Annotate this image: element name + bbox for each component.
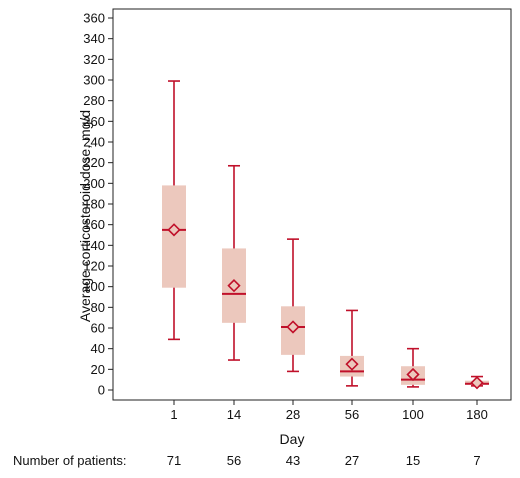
patients-row-label: Number of patients: [13, 453, 126, 468]
box-100 [401, 347, 425, 388]
x-tick-label: 100 [402, 407, 424, 422]
y-tick-label: 60 [91, 321, 105, 336]
y-tick-label: 20 [91, 362, 105, 377]
mean-marker [227, 279, 241, 293]
y-tick-label: 320 [83, 52, 105, 67]
patients-count: 27 [345, 453, 359, 468]
y-tick-label: 0 [98, 383, 105, 398]
y-tick-label: 220 [83, 155, 105, 170]
y-tick-label: 300 [83, 73, 105, 88]
y-tick-label: 160 [83, 217, 105, 232]
box-14 [222, 164, 246, 361]
y-tick-label: 240 [83, 135, 105, 150]
patients-count: 7 [473, 453, 480, 468]
y-tick-label: 280 [83, 93, 105, 108]
y-tick-label: 180 [83, 197, 105, 212]
x-tick-label: 28 [286, 407, 300, 422]
mean-marker [286, 320, 300, 334]
y-tick-label: 100 [83, 279, 105, 294]
x-tick-label: 56 [345, 407, 359, 422]
mean-marker [406, 367, 420, 382]
box-series [162, 80, 489, 390]
x-tick-label: 1 [170, 407, 177, 422]
mean-marker [345, 357, 359, 371]
y-tick-label: 140 [83, 238, 105, 253]
box-56 [340, 309, 364, 387]
patients-count: 15 [406, 453, 420, 468]
iqr-box [162, 185, 186, 288]
box-180 [465, 375, 489, 390]
y-tick-label: 40 [91, 341, 105, 356]
y-tick-label: 260 [83, 114, 105, 129]
patients-count: 56 [227, 453, 241, 468]
patients-count: 43 [286, 453, 300, 468]
y-tick-label: 340 [83, 31, 105, 46]
box-28 [281, 238, 305, 373]
y-tick-label: 360 [83, 11, 105, 26]
mean-marker [167, 223, 181, 237]
x-tick-label: 180 [466, 407, 488, 422]
mean-marker [470, 376, 484, 390]
y-tick-label: 80 [91, 300, 105, 315]
patients-row: 71 56 43 27 15 7 [167, 453, 481, 468]
y-tick-label: 120 [83, 259, 105, 274]
x-tick-label: 14 [227, 407, 241, 422]
y-axis-ticks: 0 20 40 60 80 100 120 140 160 180 200 220 240 260 280 3… [83, 11, 113, 398]
box-1 [162, 80, 186, 341]
y-axis-title: Average corticosteroid dose, mg/d [77, 110, 93, 322]
patients-count: 71 [167, 453, 181, 468]
x-axis-title: Day [280, 431, 305, 447]
x-axis-ticks: 1 14 28 56 100 180 [170, 400, 488, 422]
y-tick-label: 200 [83, 176, 105, 191]
